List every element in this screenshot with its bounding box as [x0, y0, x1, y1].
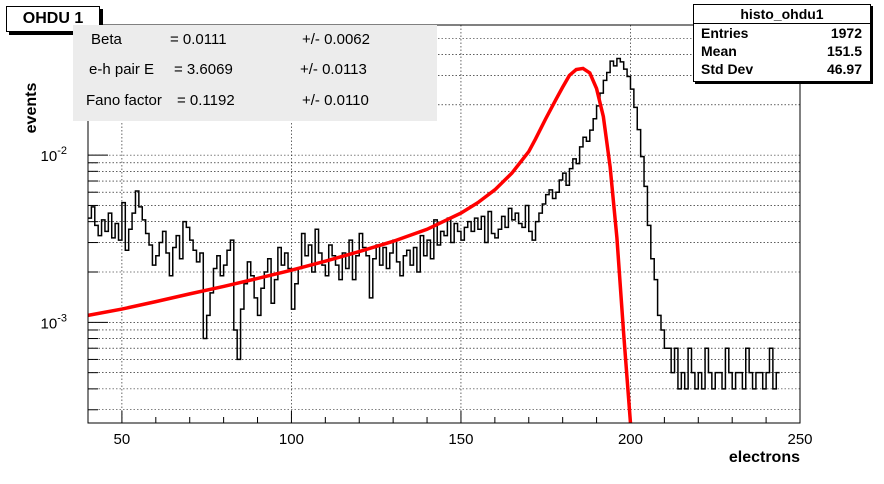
fit-row-beta: Beta = 0.0111 +/- 0.0062 [73, 31, 437, 55]
x-tick-label: 100 [279, 431, 304, 448]
fit-row-fano: Fano factor = 0.1192 +/- 0.0110 [73, 92, 437, 116]
fit-param-name: e-h pair E [89, 61, 155, 78]
stats-value: 151.5 [826, 43, 862, 59]
fit-param-error: +/- 0.0113 [300, 61, 367, 78]
fit-param-name: Beta [91, 31, 122, 48]
fit-param-value: = 0.1192 [177, 92, 235, 109]
stats-box: histo_ohdu1 Entries 1972 Mean 151.5 Std … [693, 4, 871, 82]
stats-title: histo_ohdu1 [694, 5, 870, 24]
fit-results-box: Beta = 0.0111 +/- 0.0062 e-h pair E = 3.… [73, 25, 437, 121]
stats-value: 46.97 [826, 61, 862, 77]
histogram-line [88, 57, 780, 390]
x-tick-label: 250 [787, 431, 812, 448]
fit-row-eh-pair: e-h pair E = 3.6069 +/- 0.0113 [73, 61, 437, 85]
x-axis-label: electrons [729, 449, 800, 466]
y-axis-label: events [23, 83, 40, 134]
fit-param-error: +/- 0.0062 [302, 31, 370, 48]
fit-param-value: = 3.6069 [174, 61, 233, 78]
stats-key: Mean [701, 43, 737, 59]
stats-key: Entries [701, 25, 749, 41]
fit-param-value: = 0.0111 [170, 31, 227, 48]
x-tick-label: 150 [448, 431, 473, 448]
x-tick-label: 50 [114, 431, 131, 448]
stats-row-mean: Mean 151.5 [694, 42, 870, 60]
fit-curve [87, 66, 633, 424]
x-tick-labels: 50 100 150 200 250 [114, 431, 813, 448]
fit-param-error: +/- 0.0110 [302, 92, 369, 109]
stats-value: 1972 [830, 25, 862, 41]
stats-row-entries: Entries 1972 [694, 24, 870, 42]
y-tick-label: 10-3 [41, 312, 67, 332]
y-tick-labels: 10-3 10-2 [41, 145, 67, 332]
fit-param-name: Fano factor [86, 92, 162, 109]
plot-frame [87, 24, 801, 424]
stats-key: Std Dev [701, 61, 754, 77]
x-tick-label: 200 [618, 431, 643, 448]
y-tick-label: 10-2 [41, 145, 67, 165]
stats-row-stddev: Std Dev 46.97 [694, 60, 870, 78]
